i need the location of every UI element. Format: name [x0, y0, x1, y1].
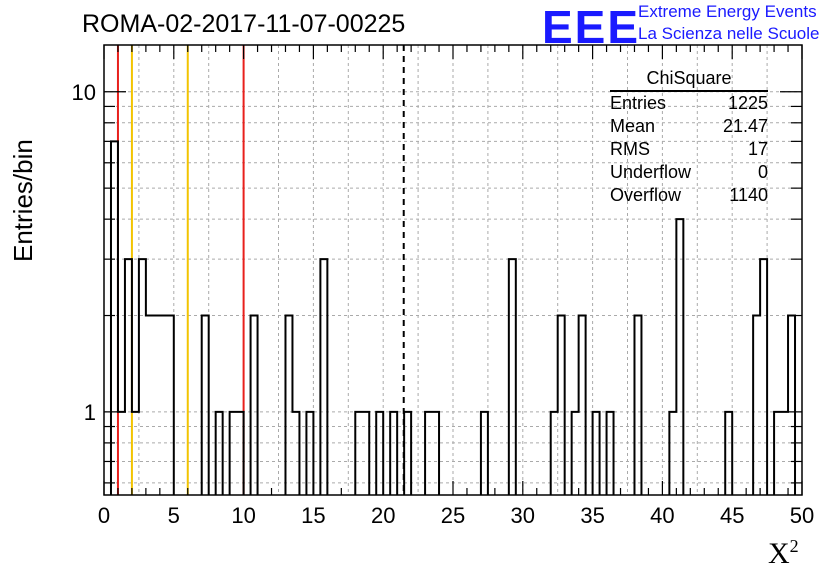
stats-row: RMS 17: [610, 138, 778, 161]
axis-tick-labels: 0 5 10 15 20 25 30 35 40 45 50 1 10: [72, 80, 815, 528]
plot-title: ROMA-02-2017-11-07-00225: [82, 10, 406, 38]
stats-value: 1225: [727, 93, 768, 113]
x-tick-label: 45: [720, 503, 744, 528]
stats-row: Underflow 0: [610, 161, 778, 184]
stats-label: Entries: [610, 93, 667, 113]
stats-label: Mean: [610, 116, 656, 136]
stats-box: ChiSquare Entries 1225 Mean 21.47 RMS 17 Un…: [610, 68, 778, 207]
stats-label: Underflow: [610, 162, 692, 182]
stats-value: 17: [747, 139, 768, 159]
x-axis-label: X2: [768, 536, 799, 571]
stats-value: 0: [757, 162, 768, 182]
stats-label: RMS: [610, 139, 650, 159]
logo-line-2: La Scienza nelle Scuole: [638, 24, 820, 43]
stats-row: Overflow 1140: [610, 184, 778, 207]
x-tick-label: 40: [650, 503, 674, 528]
stats-value: 21.47: [722, 116, 768, 136]
stats-title: ChiSquare: [610, 68, 768, 92]
y-tick-label: 1: [84, 400, 96, 425]
stats-label: Overflow: [610, 185, 682, 205]
x-tick-label: 35: [580, 503, 604, 528]
x-axis-label-superscript: 2: [789, 536, 799, 556]
x-tick-label: 30: [511, 503, 535, 528]
y-tick-label: 10: [72, 80, 96, 105]
y-axis-label: Entries/bin: [8, 139, 38, 262]
histogram-step-line: [109, 140, 797, 495]
x-tick-label: 50: [790, 503, 814, 528]
stats-row: Entries 1225: [610, 92, 778, 115]
x-axis-label-text: X: [768, 537, 790, 570]
axis-ticks: [103, 45, 803, 495]
stats-row: Mean 21.47: [610, 115, 778, 138]
histogram-series: [109, 140, 797, 495]
eee-logo: EEE: [542, 1, 641, 53]
x-tick-label: 10: [231, 503, 255, 528]
logo-line-1: Extreme Energy Events: [638, 2, 817, 21]
x-tick-label: 15: [301, 503, 325, 528]
x-tick-label: 5: [168, 503, 180, 528]
x-tick-label: 25: [441, 503, 465, 528]
reference-lines: [116, 45, 405, 495]
x-tick-label: 0: [98, 503, 110, 528]
stats-value: 1140: [729, 185, 768, 205]
x-tick-label: 20: [371, 503, 395, 528]
